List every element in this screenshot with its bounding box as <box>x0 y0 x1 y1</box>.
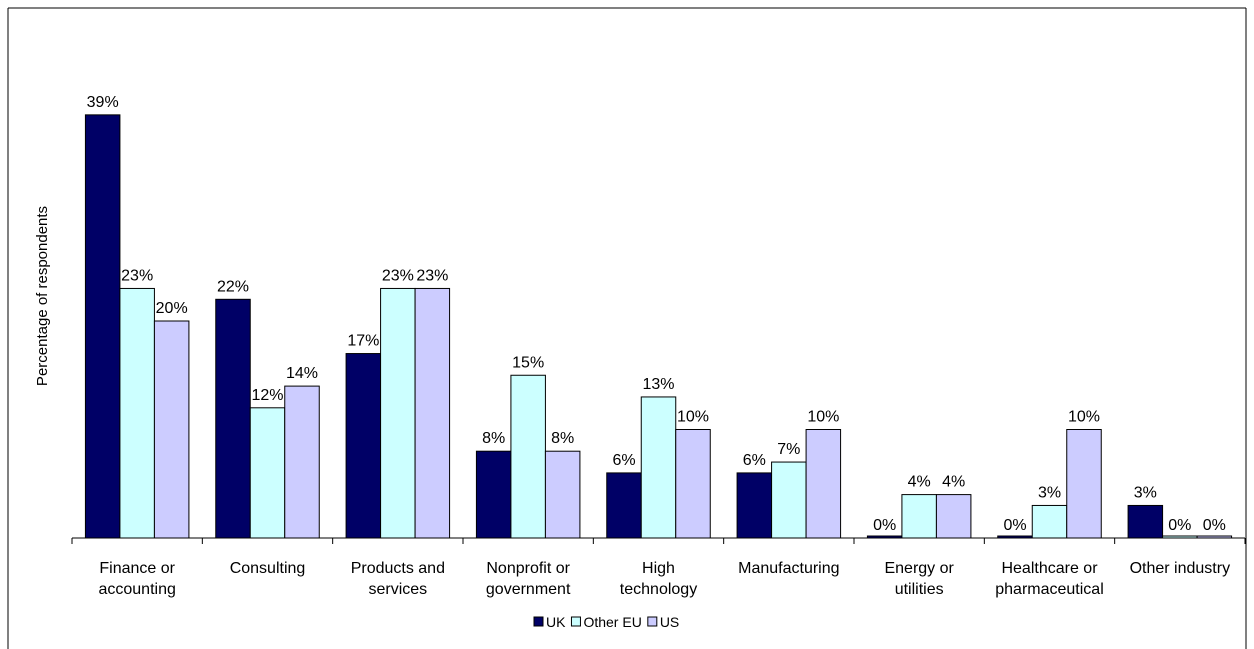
data-label: 13% <box>642 376 674 393</box>
data-label: 12% <box>251 387 283 404</box>
bar-other-eu-7 <box>1031 504 1068 539</box>
data-label: 7% <box>777 441 800 458</box>
data-label: 0% <box>1003 517 1026 534</box>
bar-us-2 <box>414 287 451 539</box>
legend-swatch-other-eu <box>570 616 581 627</box>
legend-label: US <box>660 614 679 630</box>
bar-other-eu-4 <box>640 396 677 539</box>
data-label: 23% <box>121 267 153 284</box>
data-label: 14% <box>286 365 318 382</box>
category-label: Healthcare or <box>1001 560 1098 577</box>
data-label: 10% <box>677 409 709 426</box>
data-label: 17% <box>347 333 379 350</box>
bar-uk-8 <box>1127 504 1164 539</box>
category-label: Nonprofit or <box>486 560 570 577</box>
data-label: 4% <box>942 474 965 491</box>
bar-other-eu-2 <box>380 287 416 539</box>
bar-uk-2 <box>345 353 382 539</box>
legend-label: Other EU <box>583 614 641 630</box>
bar-other-eu-0 <box>119 287 155 539</box>
data-label: 3% <box>1134 484 1157 501</box>
category-label: services <box>368 581 427 598</box>
legend-swatch-us <box>647 616 658 627</box>
data-label: 4% <box>908 474 931 491</box>
bar-us-4 <box>675 429 711 539</box>
data-label: 39% <box>87 94 119 111</box>
data-label: 22% <box>217 278 249 295</box>
category-label: government <box>486 581 571 598</box>
legend-label: UK <box>546 614 566 630</box>
data-label: 23% <box>416 267 448 284</box>
category-label: Consulting <box>230 560 306 577</box>
data-label: 3% <box>1038 484 1061 501</box>
category-label: utilities <box>895 581 944 598</box>
category-label: Energy or <box>884 560 954 577</box>
category-label: Manufacturing <box>738 560 839 577</box>
data-label: 10% <box>1068 409 1100 426</box>
category-label: technology <box>620 581 697 598</box>
bar-uk-4 <box>606 472 642 539</box>
bar-other-eu-5 <box>771 461 807 539</box>
data-label: 8% <box>482 430 505 447</box>
data-label: 6% <box>743 452 766 469</box>
legend-swatch-uk <box>533 616 544 627</box>
bar-uk-3 <box>475 450 512 539</box>
data-label: 20% <box>156 300 188 317</box>
bar-other-eu-6 <box>901 494 937 539</box>
bar-uk-1 <box>215 298 251 539</box>
category-label: pharmaceutical <box>995 581 1104 598</box>
bar-us-0 <box>153 320 190 539</box>
bar-uk-5 <box>736 472 773 539</box>
category-label: Products and <box>351 560 445 577</box>
data-label: 0% <box>1168 517 1191 534</box>
bar-uk-0 <box>84 114 121 539</box>
bar-us-5 <box>805 429 842 539</box>
y-axis-label: Percentage of respondents <box>34 206 51 386</box>
bar-us-1 <box>284 385 320 539</box>
data-label: 0% <box>873 517 896 534</box>
bar-other-eu-3 <box>510 374 546 539</box>
category-label: Finance or <box>99 560 175 577</box>
bar-us-3 <box>544 450 581 539</box>
data-label: 6% <box>612 452 635 469</box>
category-label: accounting <box>98 581 175 598</box>
data-label: 10% <box>807 409 839 426</box>
data-label: 23% <box>382 267 414 284</box>
category-label: High <box>642 560 675 577</box>
category-label: Other industry <box>1130 560 1230 577</box>
bar-us-6 <box>935 494 972 539</box>
bar-other-eu-1 <box>249 407 286 539</box>
data-label: 15% <box>512 354 544 371</box>
bar-us-7 <box>1066 429 1102 539</box>
data-label: 8% <box>551 430 574 447</box>
data-label: 0% <box>1203 517 1226 534</box>
